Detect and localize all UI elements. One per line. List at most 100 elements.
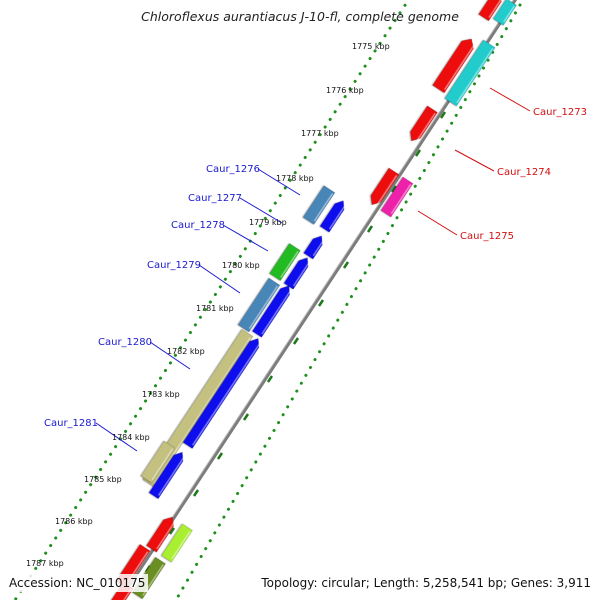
gene-feature-caur-1276-gloss [313,193,334,222]
tick-dash [317,299,325,307]
leader-line-right [417,210,458,236]
gene-feature-cyan-top-gloss [503,5,515,23]
gene-feature-caur-1279[interactable] [237,277,281,333]
kbp-label: 1784 kbp [112,433,150,442]
kbp-label: 1777 kbp [301,129,339,138]
dot-track-outer [174,3,522,600]
gene-feature-magenta-1275-shape [380,176,414,218]
gene-feature-red-top-gloss [488,0,504,18]
kbp-label: 1787 kbp [26,559,64,568]
leader-line-left [239,197,283,224]
gene-feature-blue-1281-gloss [158,455,186,496]
gene-feature-red-lower-c-gloss [116,589,132,600]
gene-feature-red-1273[interactable] [432,35,478,94]
gene-label-caur-1276[interactable]: Caur_1276 [206,164,260,175]
gene-feature-red-top-shape [478,0,502,22]
gene-feature-lime-lower-shape [161,523,193,563]
kbp-label: 1782 kbp [167,347,205,356]
gene-feature-red-1273-shape [432,38,474,94]
tick-dash [192,489,200,497]
tick-dash [168,527,176,535]
genome-summary: Topology: circular; Length: 5,258,541 bp… [258,574,594,592]
gene-feature-blue-1279-gloss [261,289,292,335]
tick-dash [242,413,250,421]
gene-feature-blue-1281[interactable] [148,449,187,500]
gene-feature-caur-1281-gloss [151,448,174,481]
tick-dash [292,337,300,345]
gene-feature-caur-1279-shape [237,277,281,333]
kbp-label: 1783 kbp [142,390,180,399]
gene-feature-blue-1281-shape [148,451,184,500]
gene-feature-caur-1278[interactable] [269,242,301,282]
gene-feature-blue-1277[interactable] [303,233,326,260]
dot-track-inner [13,0,411,600]
gene-feature-blue-1278-gloss [293,261,311,287]
gene-feature-caur-1278-shape [269,242,301,282]
label-leaders [95,87,531,452]
gene-feature-caur-1276-shape [302,185,336,225]
gene-feature-red-lower-a[interactable] [146,514,178,553]
leader-line-right [489,87,531,112]
gene-feature-cyan-top-shape [492,0,518,26]
gene-features [110,0,518,600]
gene-feature-blue-1280[interactable] [182,336,263,449]
gene-feature-caur-1278-gloss [280,250,299,278]
kbp-label: 1776 kbp [326,86,364,95]
gene-feature-red-1274-shape [410,105,438,142]
gene-feature-cyan-1273-shape [444,39,496,107]
gene-feature-lime-lower[interactable] [161,523,193,563]
gene-label-caur-1280[interactable]: Caur_1280 [98,337,152,348]
genome-backbone [117,0,518,600]
tick-dash [390,185,398,193]
gene-label-caur-1277[interactable]: Caur_1277 [188,193,242,204]
gene-feature-blue-1278[interactable] [283,255,312,290]
gene-feature-cyan-1273-gloss [456,48,494,104]
gene-label-caur-1278[interactable]: Caur_1278 [171,220,225,231]
gene-feature-cyan-1273[interactable] [444,39,496,107]
gene-label-caur-1275[interactable]: Caur_1275 [460,231,514,242]
gene-feature-red-1274[interactable] [407,105,438,144]
gene-feature-red-lower-a-gloss [156,520,176,550]
gene-feature-caur-1276[interactable] [302,185,336,225]
gene-feature-caur-1281[interactable] [140,440,176,484]
gene-feature-blue-1279[interactable] [252,283,293,338]
gene-feature-red-1275a-gloss [376,175,398,206]
gene-feature-blue-1277-gloss [312,239,325,257]
gene-label-caur-1279[interactable]: Caur_1279 [147,260,201,271]
gene-feature-red-lower-a-shape [146,516,174,553]
tick-dash [342,261,350,269]
gene-feature-red-1275a[interactable] [367,167,400,208]
kbp-label: 1786 kbp [55,517,93,526]
tick-dash [216,452,224,460]
kbp-label: 1779 kbp [249,218,287,227]
gene-feature-magenta-1275[interactable] [380,176,414,218]
map-title: Chloroflexus aurantiacus J-10-fl, comple… [141,9,459,24]
labels: 1775 kbp 1776 kbp 1777 kbp 1778 kbp 1779 kbp… [26,42,587,568]
tick-dash [366,225,374,233]
leader-line-right [454,149,495,172]
gene-feature-lime-lower-gloss [171,530,191,560]
leader-line-left [198,264,241,294]
gene-label-caur-1274[interactable]: Caur_1274 [497,167,551,178]
gene-feature-blue-1276-shape [319,200,345,233]
leader-line-left [257,168,301,196]
gene-feature-cyan-top[interactable] [492,0,518,26]
leader-line-left [95,422,138,452]
gene-feature-blue-1277-shape [303,235,323,260]
gene-feature-red-1273-gloss [444,43,476,90]
gene-feature-red-1275a-shape [370,167,400,206]
tick-dash [414,149,422,157]
gene-label-caur-1281[interactable]: Caur_1281 [44,418,98,429]
gene-label-caur-1273[interactable]: Caur_1273 [533,107,587,118]
tick-dash [439,111,447,119]
tick-dashes [144,72,473,573]
gene-feature-red-top[interactable] [478,0,506,22]
kbp-label: 1785 kbp [84,475,122,484]
leader-line-left [222,224,269,252]
kbp-label: 1775 kbp [352,42,390,51]
gene-feature-blue-1276[interactable] [319,198,348,233]
tick-dot-tracks [13,0,522,600]
accession-label: Accession: NC_010175 [6,574,149,592]
